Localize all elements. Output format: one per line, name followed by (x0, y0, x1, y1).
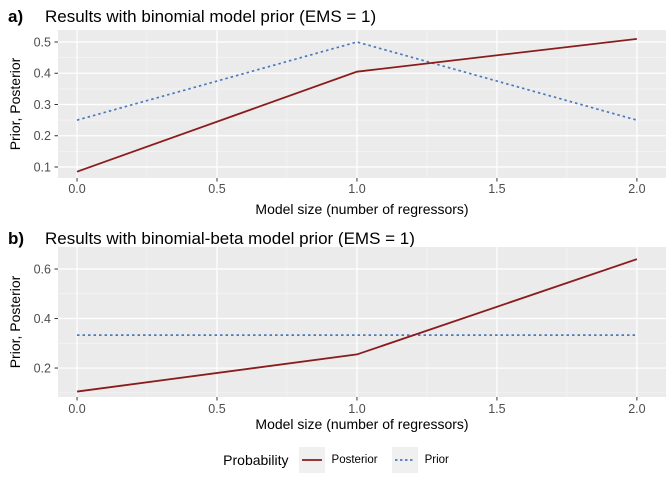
x-tick-label: 1.0 (348, 182, 365, 196)
grid-minor (58, 247, 666, 397)
tick-labels: 0.0 0.5 1.0 1.5 2.0 0.2 0.4 0.6 (34, 262, 646, 416)
x-axis-label: Model size (number of regressors) (255, 201, 468, 217)
x-tick-label: 2.0 (628, 182, 645, 196)
y-tick-label: 0.4 (34, 67, 51, 81)
y-tick-label: 0.4 (34, 312, 51, 326)
chart-b-plot: 0.0 0.5 1.0 1.5 2.0 0.2 0.4 0.6 Model size (numb… (7, 247, 666, 432)
y-tick-label: 0.5 (34, 35, 51, 49)
prior-line (76, 41, 638, 121)
legend-label-posterior: Posterior (331, 454, 378, 466)
chart-b-title: b) Results with binomial-beta model prio… (8, 229, 415, 249)
x-tick-label: 2.0 (628, 402, 645, 416)
legend-label-prior: Prior (424, 454, 449, 466)
chart-a: a) Results with binomial model prior (EM… (0, 0, 672, 222)
posterior-line (76, 37, 637, 173)
y-tick-label: 0.2 (34, 361, 51, 375)
tick-labels: 0.0 0.5 1.0 1.5 2.0 0.1 0.2 0.3 0.4 0.5 (34, 35, 646, 196)
legend-item-posterior: Posterior (298, 447, 378, 473)
chart-a-plot: 0.0 0.5 1.0 1.5 2.0 0.1 0.2 0.3 0.4 0.5 Model size… (7, 30, 666, 217)
y-axis-label: Prior, Posterior (7, 275, 23, 368)
grid-major (58, 247, 666, 397)
prior-line-key-icon (391, 447, 418, 473)
y-axis-label: Prior, Posterior (7, 57, 23, 150)
x-tick-label: 1.0 (348, 402, 365, 416)
y-tick-label: 0.6 (34, 262, 51, 276)
y-tick-label: 0.1 (34, 160, 51, 174)
y-tick-label: 0.3 (34, 98, 51, 112)
grid-minor (58, 30, 666, 178)
y-tick-label: 0.2 (34, 129, 51, 143)
x-tick-label: 1.5 (488, 182, 505, 196)
chart-a-title: a) Results with binomial model prior (EM… (8, 7, 376, 27)
chart-b-title-text: Results with binomial-beta model prior (… (45, 229, 415, 248)
posterior-line-key-icon (298, 447, 325, 473)
legend-title: Probability (223, 452, 289, 468)
x-tick-label: 0.5 (208, 182, 225, 196)
legend-item-prior: Prior (391, 447, 449, 473)
chart-b-tag: b) (8, 229, 25, 248)
legend: Probability Posterior Prior (0, 444, 672, 476)
x-tick-label: 0.0 (68, 182, 85, 196)
x-tick-label: 1.5 (488, 402, 505, 416)
chart-b: b) Results with binomial-beta model prio… (0, 222, 672, 444)
posterior-line (76, 258, 638, 393)
x-tick-label: 0.0 (68, 402, 85, 416)
chart-a-title-text: Results with binomial model prior (EMS =… (45, 7, 377, 26)
x-axis-label: Model size (number of regressors) (255, 416, 468, 432)
plot-panel (58, 247, 666, 397)
x-tick-label: 0.5 (208, 402, 225, 416)
axis-ticks (54, 41, 638, 182)
axis-ticks (54, 268, 638, 401)
chart-a-tag: a) (8, 7, 24, 26)
